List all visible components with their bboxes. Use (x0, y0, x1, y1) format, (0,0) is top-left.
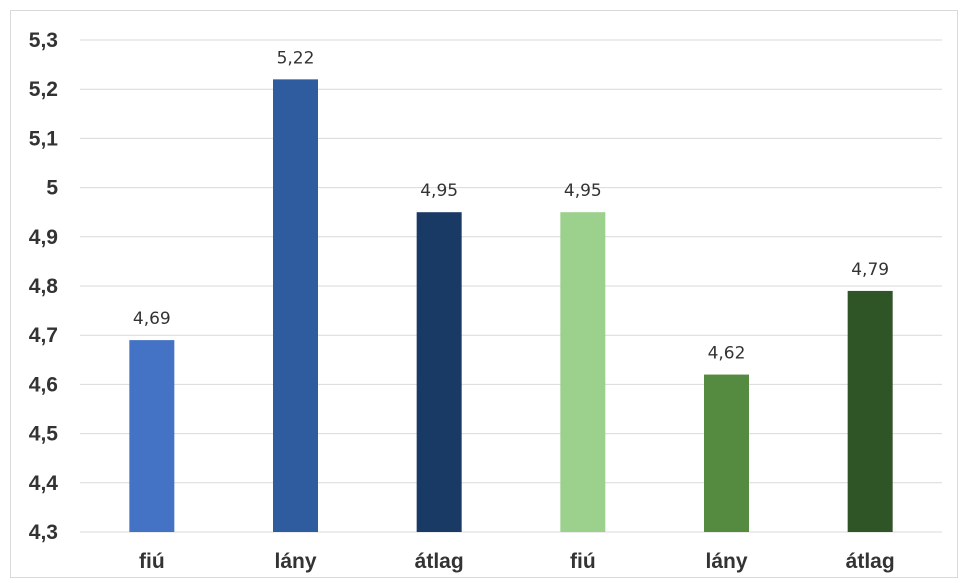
x-tick-label: fiú (139, 550, 165, 573)
data-label: 4,62 (708, 344, 746, 364)
bar (416, 212, 462, 532)
y-tick-label: 5 (46, 177, 58, 200)
x-axis-tick-labels: fiú lány átlag fiú lány átlag (139, 550, 895, 573)
x-tick-label: átlag (415, 550, 464, 573)
data-label: 4,69 (133, 309, 171, 329)
y-tick-label: 4,3 (29, 521, 58, 544)
bars (129, 79, 893, 533)
y-tick-label: 5,2 (29, 78, 58, 101)
x-tick-label: lány (705, 550, 747, 573)
data-label: 4,95 (564, 181, 602, 201)
gridlines (80, 39, 942, 533)
y-tick-label: 4,7 (29, 324, 58, 347)
x-tick-label: lány (274, 550, 316, 573)
bar (129, 340, 175, 532)
y-axis-tick-labels: 4,3 4,4 4,5 4,6 4,7 4,8 4,9 5 5,1 5,2 5,3 (29, 29, 59, 544)
x-tick-label: átlag (846, 550, 895, 573)
bar (847, 290, 893, 532)
y-tick-label: 4,8 (29, 275, 59, 298)
y-tick-label: 5,3 (29, 29, 58, 52)
bar (704, 374, 749, 532)
bar (273, 79, 318, 533)
y-tick-label: 4,9 (29, 226, 58, 249)
x-tick-label: fiú (570, 550, 596, 573)
data-labels: 4,69 5,22 4,95 4,95 4,62 4,79 (133, 48, 889, 363)
bar (560, 212, 606, 532)
y-tick-label: 4,4 (29, 472, 59, 495)
y-tick-label: 4,5 (29, 423, 59, 446)
y-tick-label: 5,1 (29, 127, 59, 150)
y-tick-label: 4,6 (29, 373, 58, 396)
data-label: 4,95 (420, 181, 458, 201)
data-label: 5,22 (277, 48, 315, 68)
data-label: 4,79 (851, 260, 889, 280)
